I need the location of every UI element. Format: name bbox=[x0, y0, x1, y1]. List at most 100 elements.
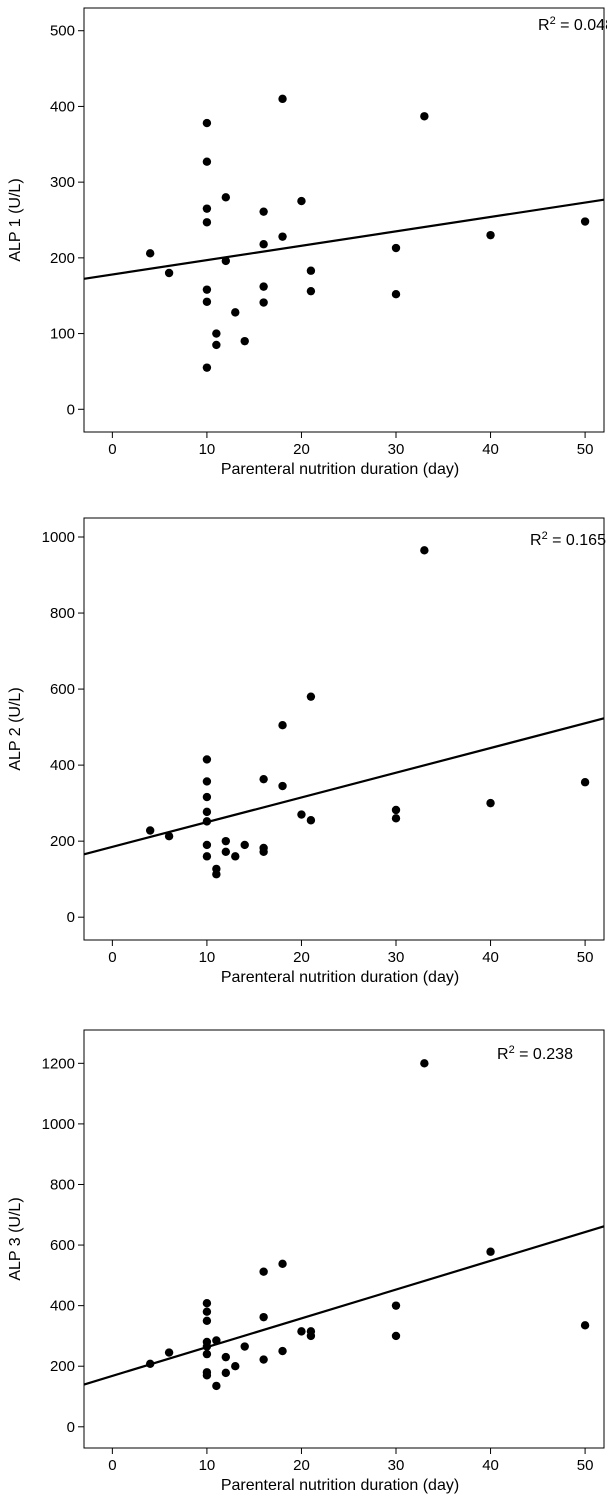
x-axis-title: Parenteral nutrition duration (day) bbox=[221, 461, 459, 478]
data-point bbox=[306, 266, 316, 275]
data-point bbox=[212, 870, 221, 879]
data-point bbox=[391, 805, 401, 815]
data-point bbox=[486, 798, 495, 808]
data-point bbox=[391, 1331, 401, 1341]
data-point bbox=[212, 1336, 221, 1345]
data-point bbox=[278, 781, 287, 791]
y-axis-title: ALP 2 (U/L) bbox=[7, 687, 24, 770]
data-point bbox=[259, 1312, 268, 1322]
y-tick-label: 0 bbox=[67, 909, 75, 926]
data-point bbox=[221, 847, 231, 856]
x-tick-label: 50 bbox=[577, 1457, 594, 1474]
data-point bbox=[202, 204, 212, 213]
y-tick-label: 500 bbox=[50, 23, 75, 40]
data-point bbox=[145, 249, 155, 258]
data-point bbox=[202, 1316, 212, 1325]
data-point bbox=[202, 755, 212, 764]
data-point bbox=[297, 810, 306, 819]
data-point bbox=[212, 1381, 221, 1391]
data-point bbox=[297, 1327, 306, 1336]
y-tick-label: 1000 bbox=[42, 529, 75, 546]
data-point bbox=[202, 297, 212, 306]
data-point bbox=[259, 298, 268, 307]
data-point bbox=[391, 243, 401, 253]
x-tick-label: 30 bbox=[388, 441, 405, 458]
y-tick-label: 1200 bbox=[42, 1055, 75, 1072]
r-superscript: 2 bbox=[550, 15, 556, 27]
y-tick-label: 800 bbox=[50, 1176, 75, 1193]
x-tick-label: 30 bbox=[388, 1457, 405, 1474]
data-point bbox=[420, 546, 429, 555]
data-point bbox=[259, 240, 268, 249]
x-tick-label: 10 bbox=[199, 949, 216, 966]
data-point bbox=[212, 329, 221, 338]
data-point bbox=[202, 157, 212, 166]
data-point bbox=[231, 1362, 240, 1371]
data-point bbox=[240, 336, 249, 346]
y-tick-label: 200 bbox=[50, 250, 75, 267]
data-point bbox=[202, 218, 212, 227]
data-point bbox=[278, 1346, 287, 1356]
x-tick-label: 40 bbox=[482, 949, 499, 966]
data-point bbox=[231, 852, 240, 861]
data-point bbox=[202, 1342, 212, 1351]
data-point bbox=[145, 826, 155, 835]
y-tick-label: 600 bbox=[50, 1237, 75, 1254]
y-tick-label: 400 bbox=[50, 757, 75, 774]
x-tick-label: 0 bbox=[108, 949, 116, 966]
data-point bbox=[306, 286, 316, 296]
data-point bbox=[278, 720, 287, 730]
data-point bbox=[212, 340, 221, 350]
data-point bbox=[202, 1307, 212, 1316]
r-superscript: 2 bbox=[509, 1044, 515, 1056]
data-point bbox=[278, 94, 287, 104]
data-point bbox=[240, 840, 249, 850]
y-tick-label: 400 bbox=[50, 98, 75, 115]
data-point bbox=[420, 1059, 429, 1068]
data-point bbox=[306, 816, 316, 825]
data-point bbox=[420, 112, 429, 121]
x-tick-label: 40 bbox=[482, 441, 499, 458]
data-point bbox=[580, 778, 590, 787]
r-label: R bbox=[497, 1046, 509, 1063]
r-squared-annotation: R2 = 0.165 bbox=[530, 530, 606, 549]
chart-panel-alp3: 0 10 20 30 40 50 0 200 400 600 800 1000 1200 Parenter… bbox=[7, 1029, 605, 1494]
plot-frame bbox=[83, 517, 605, 941]
r-value: = 0.238 bbox=[515, 1046, 573, 1063]
data-point bbox=[164, 268, 174, 278]
x-tick-label: 0 bbox=[108, 1457, 116, 1474]
data-point bbox=[486, 230, 495, 240]
data-point bbox=[202, 1349, 212, 1359]
r-value: = 0.165 bbox=[548, 532, 606, 549]
chart-panel-alp2: 0 10 20 30 40 50 0 200 400 600 800 1000 Parenteral n… bbox=[7, 517, 606, 986]
data-point bbox=[580, 1321, 590, 1330]
data-point bbox=[259, 847, 268, 856]
data-point bbox=[580, 217, 590, 226]
x-tick-label: 50 bbox=[577, 949, 594, 966]
data-point bbox=[240, 1342, 249, 1351]
data-point bbox=[391, 1301, 401, 1310]
data-point bbox=[221, 256, 231, 266]
r-label: R bbox=[538, 17, 550, 34]
data-point bbox=[278, 1259, 287, 1269]
data-point bbox=[202, 792, 212, 802]
data-point bbox=[259, 1355, 268, 1364]
data-point bbox=[221, 1352, 231, 1362]
data-point bbox=[202, 817, 212, 826]
data-point bbox=[202, 1371, 212, 1380]
data-point bbox=[202, 852, 212, 861]
plot-frame bbox=[83, 7, 605, 433]
x-tick-label: 50 bbox=[577, 441, 594, 458]
data-point bbox=[259, 207, 268, 216]
r-superscript: 2 bbox=[542, 530, 548, 542]
data-point bbox=[391, 290, 401, 299]
plot-frame bbox=[83, 1029, 605, 1449]
data-point bbox=[306, 1331, 316, 1341]
data-point bbox=[164, 832, 174, 841]
data-point bbox=[202, 840, 212, 850]
data-point bbox=[202, 777, 212, 786]
y-tick-label: 800 bbox=[50, 605, 75, 622]
x-tick-label: 0 bbox=[108, 441, 116, 458]
